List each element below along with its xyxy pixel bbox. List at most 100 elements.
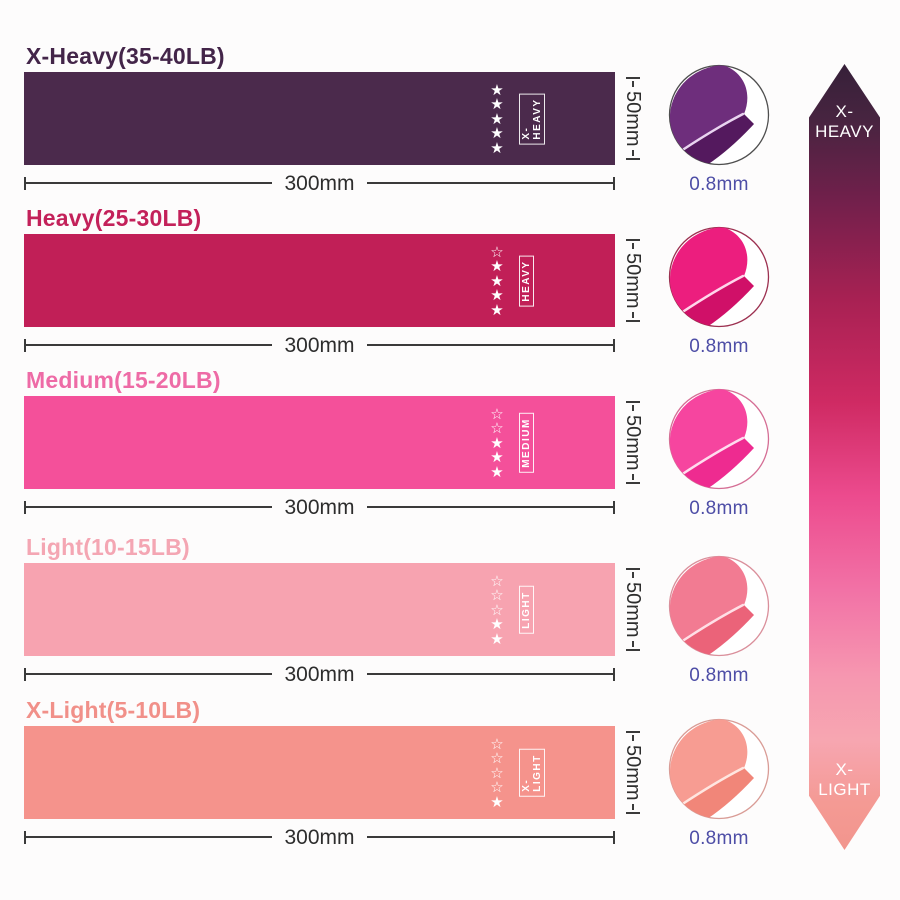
folded-band-closeup-icon <box>668 388 770 490</box>
band-title: X-Heavy(35-40LB) <box>26 43 225 69</box>
dimension-tick <box>613 500 615 514</box>
dimension-tick <box>626 320 640 323</box>
star-rating: ☆ ☆ ★ ★ ★ <box>490 404 504 481</box>
height-dimension-label: 50mm <box>622 581 644 638</box>
dimension-tick <box>626 76 640 79</box>
dimension-tick <box>613 830 615 844</box>
resistance-band: ☆ ☆ ☆ ☆ ★ X-LIGHT <box>24 726 615 819</box>
dimension-stem <box>632 571 634 578</box>
dimension-tick <box>613 667 615 681</box>
dimension-stem <box>632 242 634 249</box>
dimension-stem <box>632 80 634 87</box>
dimension-line <box>366 836 613 838</box>
folded-band-closeup-icon <box>668 555 770 657</box>
dimension-stem <box>632 404 634 411</box>
width-dimension-label: 300mm <box>284 495 355 519</box>
dimension-tick <box>626 482 640 485</box>
thickness-swatch: 0.8mm <box>667 387 771 520</box>
band-title: Heavy(25-30LB) <box>26 205 202 231</box>
width-dimension-label: 300mm <box>284 333 355 357</box>
dimension-stem <box>632 641 634 648</box>
height-dimension-label: 50mm <box>622 414 644 471</box>
width-dimension: 300mm <box>24 662 615 686</box>
band-title: Light(10-15LB) <box>26 534 190 560</box>
thickness-label: 0.8mm <box>689 828 749 849</box>
height-dimension-label: 50mm <box>622 744 644 801</box>
width-dimension-label: 300mm <box>284 171 355 195</box>
band-level-label: MEDIUM <box>519 412 534 473</box>
dimension-line <box>366 182 613 184</box>
dimension-line <box>26 344 273 346</box>
folded-band-closeup-icon <box>668 226 770 328</box>
thickness-swatch: 0.8mm <box>667 554 771 687</box>
width-dimension: 300mm <box>24 171 615 195</box>
dimension-tick <box>24 667 26 681</box>
star-rating: ★ ★ ★ ★ ★ <box>490 80 504 157</box>
dimension-line <box>26 673 273 675</box>
resistance-band: ★ ★ ★ ★ ★ X-HEAVY <box>24 72 615 165</box>
width-dimension-label: 300mm <box>284 825 355 849</box>
dimension-stem <box>632 474 634 481</box>
dimension-tick <box>626 238 640 241</box>
band-row: Light(10-15LB) ☆ ☆ ☆ ★ ★ LIGHT 50mm 300m… <box>0 534 900 728</box>
star-rating: ☆ ☆ ☆ ★ ★ <box>490 571 504 648</box>
height-dimension-label: 50mm <box>622 90 644 147</box>
width-dimension: 300mm <box>24 495 615 519</box>
band-level-label: LIGHT <box>519 585 534 634</box>
width-dimension: 300mm <box>24 825 615 849</box>
folded-band-closeup-icon <box>668 64 770 166</box>
height-dimension: 50mm <box>615 726 651 819</box>
height-dimension: 50mm <box>615 563 651 656</box>
dimension-tick <box>24 830 26 844</box>
dimension-stem <box>632 734 634 741</box>
band-level-label: X-HEAVY <box>519 92 545 145</box>
dimension-line <box>26 506 273 508</box>
dimension-tick <box>626 730 640 733</box>
arrow-top-label: X- HEAVY <box>815 102 874 141</box>
thickness-swatch: 0.8mm <box>667 717 771 850</box>
thickness-swatch: 0.8mm <box>667 63 771 196</box>
dimension-line <box>366 344 613 346</box>
dimension-tick <box>24 176 26 190</box>
width-dimension: 300mm <box>24 333 615 357</box>
band-row: X-Heavy(35-40LB) ★ ★ ★ ★ ★ X-HEAVY 50mm … <box>0 43 900 237</box>
dimension-stem <box>632 150 634 157</box>
height-dimension-label: 50mm <box>622 252 644 309</box>
dimension-tick <box>613 338 615 352</box>
arrow-bottom-label: X- LIGHT <box>818 760 871 799</box>
dimension-line <box>26 182 273 184</box>
dimension-tick <box>613 176 615 190</box>
resistance-gradient-arrow: X- HEAVY X- LIGHT <box>809 64 880 850</box>
resistance-band: ☆ ☆ ☆ ★ ★ LIGHT <box>24 563 615 656</box>
dimension-tick <box>626 400 640 403</box>
dimension-line <box>366 506 613 508</box>
resistance-band: ☆ ☆ ★ ★ ★ MEDIUM <box>24 396 615 489</box>
thickness-swatch: 0.8mm <box>667 225 771 358</box>
thickness-label: 0.8mm <box>689 336 749 357</box>
star-rating: ☆ ☆ ☆ ☆ ★ <box>490 734 504 811</box>
band-row: Medium(15-20LB) ☆ ☆ ★ ★ ★ MEDIUM 50mm 30… <box>0 367 900 561</box>
star-rating: ☆ ★ ★ ★ ★ <box>490 242 504 319</box>
thickness-label: 0.8mm <box>689 665 749 686</box>
width-dimension-label: 300mm <box>284 662 355 686</box>
folded-band-closeup-icon <box>668 718 770 820</box>
band-row: Heavy(25-30LB) ☆ ★ ★ ★ ★ HEAVY 50mm 300m… <box>0 205 900 399</box>
dimension-tick <box>626 567 640 570</box>
dimension-tick <box>626 649 640 652</box>
dimension-line <box>26 836 273 838</box>
band-level-label: HEAVY <box>519 254 534 307</box>
height-dimension: 50mm <box>615 72 651 165</box>
resistance-band: ☆ ★ ★ ★ ★ HEAVY <box>24 234 615 327</box>
dimension-line <box>366 673 613 675</box>
band-level-label: X-LIGHT <box>519 748 545 797</box>
band-title: Medium(15-20LB) <box>26 367 221 393</box>
dimension-tick <box>24 338 26 352</box>
dimension-tick <box>626 812 640 815</box>
dimension-tick <box>24 500 26 514</box>
dimension-stem <box>632 312 634 319</box>
thickness-label: 0.8mm <box>689 498 749 519</box>
band-row: X-Light(5-10LB) ☆ ☆ ☆ ☆ ★ X-LIGHT 50mm 3… <box>0 697 900 891</box>
dimension-stem <box>632 804 634 811</box>
thickness-label: 0.8mm <box>689 174 749 195</box>
